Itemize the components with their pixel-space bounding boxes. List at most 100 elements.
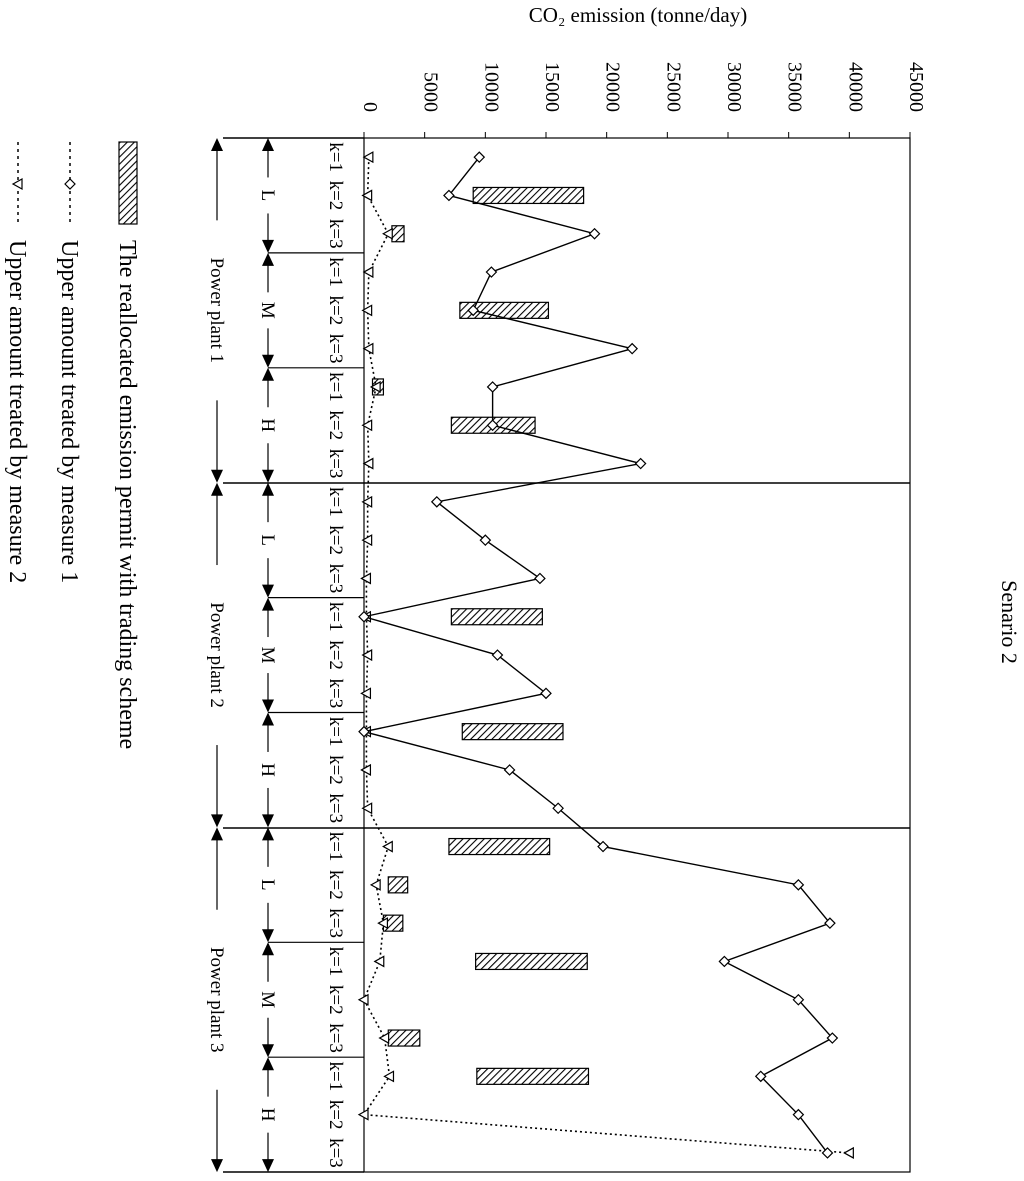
value-tick-label: 25000 [662,62,684,112]
measure-1-point [479,534,492,546]
arrowhead-icon [211,469,223,483]
permit-bar [391,225,405,243]
measure-2-line [362,157,850,1154]
arrowhead-icon [262,138,274,151]
category-label: k=2 [325,410,346,440]
level-label: M [257,991,278,1008]
category-label: k=3 [325,564,346,594]
measure-1-point [792,993,805,1006]
measure-1-point [597,840,609,853]
arrowhead-icon [262,929,274,943]
arrowhead-icon [262,1057,274,1071]
arrowhead-icon [262,1044,274,1058]
legend-swatch-bar [118,141,138,225]
arrowhead-icon [211,814,223,828]
category-label: k=2 [325,985,346,1015]
category-axis: k=1 k=2 k=3 k=1 k=2 k=3 k=1 k=2 k=3 k=1 k=2 k=3 k=1 k… [206,138,364,1173]
measure-2-point [361,802,373,815]
level-label: L [257,879,278,891]
legend-label: Upper amount treated by measure 2 [4,240,30,583]
measure-2-point [843,1146,854,1159]
measure-1-point [754,1070,767,1083]
category-label: k=3 [325,678,346,708]
level-label: H [257,1108,278,1122]
measure-2-point [361,189,373,202]
permit-bar [387,876,409,894]
arrowhead-icon [211,482,223,496]
measure-1-point [486,419,499,432]
measure-2-point [378,1032,390,1045]
measure-1-point [485,266,498,278]
permit-bar [476,1067,590,1085]
measure-2-point [361,304,373,317]
measure-1-point [552,802,564,815]
category-label: k=3 [325,1138,346,1168]
measure-1-point [792,879,805,891]
arrowhead-icon [262,942,274,956]
measure-1-point [540,687,552,700]
category-label: k=2 [325,640,346,670]
measure-1-point [826,1032,839,1044]
arrowhead-icon [262,469,274,483]
arrowhead-icon [262,827,274,841]
group-label: Power plant 1 [206,258,227,364]
category-label: k=2 [325,181,346,211]
arrowhead-icon [262,597,274,611]
level-label: M [257,302,278,319]
measure-2-point [361,419,373,432]
category-label: k=3 [325,449,346,479]
arrowhead-icon [211,1159,223,1173]
measure-1-point [503,764,516,776]
category-label: k=3 [325,334,346,364]
measure-2-point [360,572,372,585]
measure-2-point [360,763,372,776]
legend: The reallocated emission permit with tra… [4,141,140,749]
arrowhead-icon [262,482,274,496]
level-label: H [257,418,278,432]
permit-bar [387,1029,421,1047]
value-tick-label: 35000 [784,62,806,112]
arrowhead-icon [211,138,223,151]
category-label: k=3 [325,793,346,823]
measure-2-point [357,1108,369,1121]
level-label: M [257,647,278,664]
measure-2-point [361,534,373,547]
category-label: k=1 [325,832,346,862]
arrowhead-icon [211,827,223,841]
measure-1-point [467,304,480,317]
measure-1-point [491,649,504,661]
measure-1-point [824,917,836,929]
measure-1-point [358,725,370,738]
measure-2-point [361,649,373,662]
measure-1-point [486,381,499,393]
measure-2-point [369,878,381,891]
permit-bars [371,186,590,1085]
measure-2-point [382,227,393,240]
measure-1-point [534,572,546,585]
measure-2-point [357,993,369,1006]
measure-2-point [361,495,373,508]
level-label: H [257,763,278,777]
value-tick-label: 40000 [844,62,866,112]
measure-2-point [373,955,385,968]
category-label: k=1 [325,372,346,402]
category-label: k=3 [325,1023,346,1053]
category-label: k=1 [325,142,346,172]
measure-1-point [821,1147,834,1159]
category-label: k=3 [325,219,346,249]
measure-1-point [430,496,443,508]
permit-bar [461,723,564,741]
measure-1-point [358,610,370,623]
arrowhead-icon [262,1159,274,1173]
category-label: k=3 [325,908,346,938]
arrowhead-icon [262,584,274,598]
permit-bar [448,837,551,856]
permit-bar [450,608,543,626]
value-axis-ticks: 0 5000 10000 15000 20000 25000 30000 35000 40000… [359,62,927,138]
chart-title: Senario 2 [997,580,1022,664]
arrowhead-icon [262,699,274,713]
category-label: k=1 [325,487,346,517]
measure-1-point [473,151,486,163]
level-label: L [257,190,278,202]
